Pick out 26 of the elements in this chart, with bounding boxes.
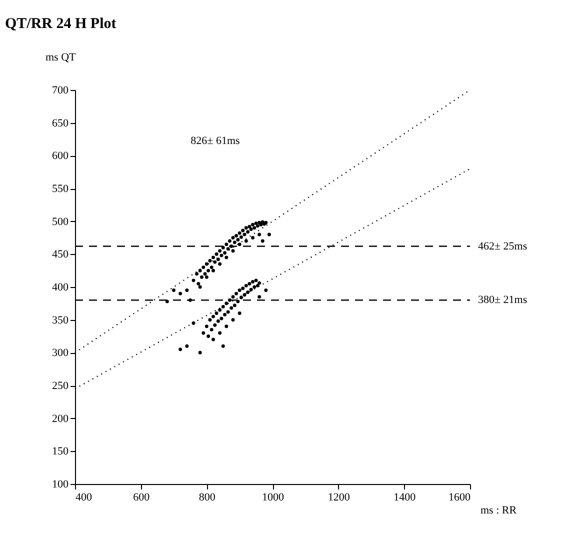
- y-tick-label: 250: [52, 380, 69, 392]
- y-tick-label: 500: [52, 216, 69, 228]
- y-axis-title: ms QT: [46, 52, 76, 64]
- ref-line-label: 462± 25ms: [478, 240, 528, 252]
- annotation: 826± 61ms: [190, 135, 240, 148]
- chart-title: QT/RR 24 H Plot: [5, 16, 116, 32]
- y-tick-label: 600: [52, 150, 69, 162]
- x-tick-label: 600: [133, 492, 150, 504]
- y-tick-label: 550: [52, 183, 69, 195]
- y-tick-label: 100: [52, 478, 69, 490]
- ref-line-label: 380± 21ms: [478, 294, 528, 306]
- y-tick-label: 650: [52, 117, 69, 130]
- x-tick-label: 1400: [394, 492, 416, 504]
- y-tick-label: 350: [52, 314, 69, 326]
- x-axis-title: ms : RR: [480, 504, 518, 516]
- y-tick-label: 700: [52, 84, 69, 96]
- x-tick-label: 1000: [262, 492, 284, 504]
- y-tick-label: 150: [52, 446, 69, 458]
- x-tick-label: 1200: [328, 492, 350, 504]
- y-tick-label: 400: [52, 282, 69, 294]
- y-tick-label: 200: [52, 412, 69, 425]
- x-tick-label: 800: [198, 492, 216, 504]
- x-tick-label: 400: [76, 492, 92, 504]
- y-tick-label: 450: [52, 248, 69, 261]
- y-tick-label: 300: [52, 347, 69, 360]
- x-tick-label: 1600: [448, 492, 471, 504]
